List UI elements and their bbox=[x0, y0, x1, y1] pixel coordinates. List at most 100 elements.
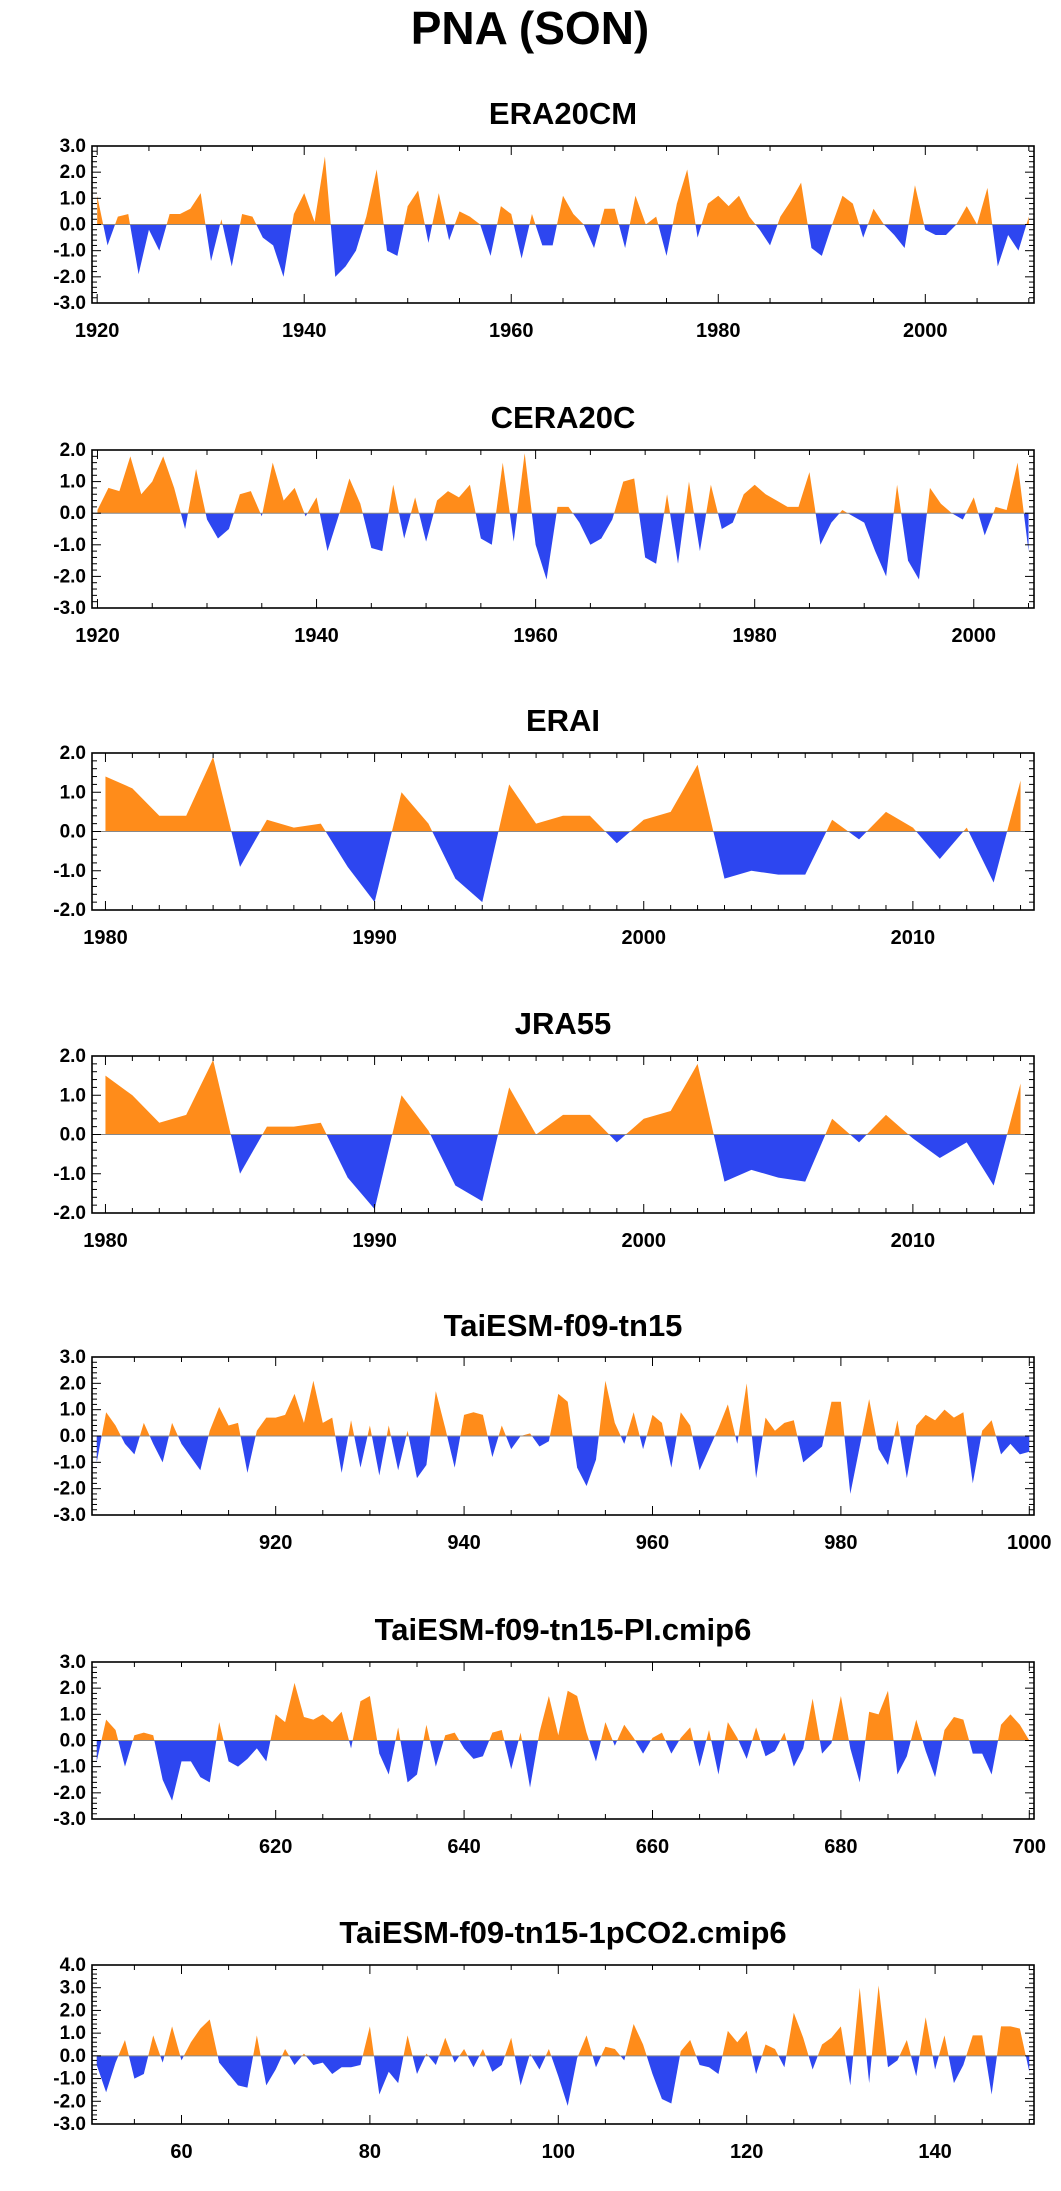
negative-area bbox=[735, 1436, 739, 1444]
positive-area bbox=[168, 1422, 178, 1436]
positive-area bbox=[761, 2044, 779, 2056]
negative-area bbox=[807, 224, 833, 256]
positive-area bbox=[395, 1727, 401, 1741]
negative-area bbox=[1025, 2055, 1030, 2072]
positive-area bbox=[105, 1059, 231, 1135]
positive-area bbox=[262, 1122, 327, 1135]
positive-area bbox=[996, 2026, 1026, 2056]
positive-area bbox=[518, 1732, 522, 1741]
negative-area bbox=[231, 831, 261, 867]
y-tick-label: 2.0 bbox=[60, 1678, 86, 1699]
positive-area bbox=[307, 497, 320, 514]
positive-area bbox=[105, 756, 232, 832]
positive-area bbox=[148, 2035, 161, 2056]
negative-area bbox=[217, 2055, 254, 2088]
negative-area bbox=[572, 1436, 599, 1487]
negative-area bbox=[504, 1740, 519, 1770]
negative-area bbox=[738, 1740, 753, 1759]
y-tick-label: -3.0 bbox=[53, 1505, 86, 1526]
x-tick-label: 1980 bbox=[83, 927, 128, 949]
y-tick-label: 0.0 bbox=[60, 1125, 86, 1146]
positive-area bbox=[139, 1422, 150, 1436]
negative-area bbox=[304, 513, 308, 517]
y-tick-label: 3.0 bbox=[60, 136, 86, 157]
y-tick-label: 2.0 bbox=[60, 1373, 86, 1394]
negative-area bbox=[848, 1740, 866, 1783]
negative-area bbox=[932, 2055, 939, 2070]
x-tick-label: 940 bbox=[447, 1532, 480, 1554]
positive-area bbox=[391, 792, 433, 832]
negative-area bbox=[815, 513, 840, 545]
x-tick-label: 1940 bbox=[294, 625, 339, 647]
negative-area bbox=[844, 1436, 862, 1494]
positive-area bbox=[736, 472, 816, 514]
y-tick-label: -1.0 bbox=[53, 1757, 86, 1778]
positive-area bbox=[164, 2026, 181, 2056]
positive-area bbox=[956, 206, 978, 225]
positive-area bbox=[497, 206, 514, 225]
negative-area bbox=[922, 1740, 943, 1778]
negative-area bbox=[951, 513, 966, 520]
positive-area bbox=[777, 182, 808, 225]
positive-area bbox=[714, 1404, 736, 1436]
positive-area bbox=[339, 478, 363, 514]
positive-area bbox=[479, 2049, 486, 2056]
positive-area bbox=[831, 1696, 849, 1741]
positive-area bbox=[233, 491, 261, 514]
positive-area bbox=[1007, 1083, 1021, 1135]
positive-area bbox=[529, 214, 536, 225]
positive-area bbox=[679, 2039, 697, 2056]
x-tick-label: 1980 bbox=[83, 1230, 128, 1252]
x-tick-label: 2000 bbox=[621, 927, 666, 949]
negative-area bbox=[968, 831, 1008, 883]
y-tick-label: 2.0 bbox=[60, 162, 86, 183]
y-tick-label: -2.0 bbox=[53, 1203, 86, 1224]
negative-area bbox=[848, 831, 867, 840]
positive-area bbox=[97, 195, 104, 225]
negative-area bbox=[755, 224, 778, 246]
y-tick-label: -1.0 bbox=[53, 1164, 86, 1185]
positive-area bbox=[410, 497, 420, 514]
y-tick-label: 0.0 bbox=[60, 1426, 86, 1447]
y-tick-label: 3.0 bbox=[60, 1978, 86, 1999]
negative-area bbox=[289, 2055, 303, 2065]
negative-area bbox=[572, 513, 615, 545]
positive-area bbox=[262, 462, 305, 514]
y-tick-label: 4.0 bbox=[60, 1955, 86, 1976]
positive-area bbox=[894, 1420, 900, 1436]
positive-area bbox=[97, 456, 181, 514]
panel-title: TaiESM-f09-tn15-1pCO2.cmip6 bbox=[339, 1915, 786, 1950]
y-tick-label: 2.0 bbox=[60, 2000, 86, 2021]
positive-area bbox=[839, 510, 848, 514]
positive-area bbox=[826, 819, 849, 832]
negative-area bbox=[240, 1436, 256, 1473]
negative-area bbox=[319, 513, 340, 552]
positive-area bbox=[853, 1987, 867, 2056]
positive-area bbox=[352, 1696, 378, 1741]
y-tick-label: 1.0 bbox=[60, 1085, 86, 1106]
positive-area bbox=[684, 481, 694, 514]
negative-area bbox=[1023, 513, 1029, 552]
positive-area bbox=[281, 2049, 290, 2056]
positive-area bbox=[498, 784, 606, 832]
panel-title: ERAI bbox=[526, 703, 600, 738]
positive-area bbox=[498, 1425, 506, 1436]
positive-area bbox=[549, 1393, 573, 1436]
negative-area bbox=[760, 1740, 781, 1757]
x-tick-label: 640 bbox=[447, 1836, 480, 1858]
positive-area bbox=[780, 1732, 787, 1741]
chart-panel: ERA20CM 3.0 2.0 1.0 0.0 -1.0 -2.0 -3.0 1920 1940 1… bbox=[53, 96, 1035, 342]
positive-area bbox=[786, 2012, 809, 2056]
y-tick-label: 2.0 bbox=[60, 1046, 86, 1067]
positive-area bbox=[362, 2026, 374, 2056]
negative-area bbox=[692, 1436, 715, 1471]
negative-area bbox=[995, 1436, 1030, 1455]
negative-area bbox=[978, 513, 994, 536]
positive-area bbox=[676, 1412, 693, 1436]
y-tick-label: -1.0 bbox=[53, 861, 86, 882]
negative-area bbox=[859, 224, 868, 238]
plot-frame bbox=[91, 449, 1035, 609]
positive-area bbox=[919, 2017, 933, 2056]
negative-area bbox=[487, 1436, 499, 1458]
